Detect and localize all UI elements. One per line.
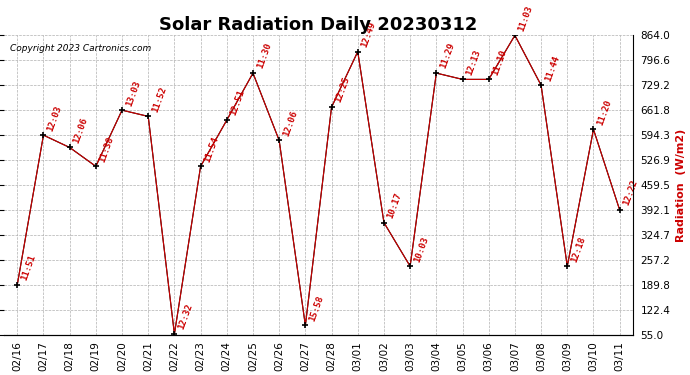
Text: 12:22: 12:22 xyxy=(622,178,640,207)
Text: 11:52: 11:52 xyxy=(150,85,168,113)
Text: 11:20: 11:20 xyxy=(595,98,613,126)
Text: 12:13: 12:13 xyxy=(464,48,482,76)
Title: Solar Radiation Daily 20230312: Solar Radiation Daily 20230312 xyxy=(159,16,477,34)
Text: 11:44: 11:44 xyxy=(543,54,561,82)
Text: 12:18: 12:18 xyxy=(569,235,587,263)
Y-axis label: Radiation  (W/m2): Radiation (W/m2) xyxy=(676,128,686,242)
Text: 11:51: 11:51 xyxy=(19,254,37,282)
Text: 12:32: 12:32 xyxy=(177,303,194,331)
Text: 12:06: 12:06 xyxy=(282,109,299,138)
Text: 11:03: 11:03 xyxy=(517,4,535,32)
Text: 12:06: 12:06 xyxy=(72,116,90,144)
Text: 13:03: 13:03 xyxy=(124,79,141,107)
Text: 12:51: 12:51 xyxy=(229,89,246,117)
Text: 12:25: 12:25 xyxy=(334,76,351,104)
Text: Copyright 2023 Cartronics.com: Copyright 2023 Cartronics.com xyxy=(10,44,152,53)
Text: 11:30: 11:30 xyxy=(255,42,273,70)
Text: 15:58: 15:58 xyxy=(308,294,325,322)
Text: 11:54: 11:54 xyxy=(203,135,220,164)
Text: 11:38: 11:38 xyxy=(98,135,116,164)
Text: 10:03: 10:03 xyxy=(412,235,430,263)
Text: 11:10: 11:10 xyxy=(491,48,509,76)
Text: 12:49: 12:49 xyxy=(360,20,377,49)
Text: 12:03: 12:03 xyxy=(46,104,63,132)
Text: 10:17: 10:17 xyxy=(386,191,404,220)
Text: 11:29: 11:29 xyxy=(438,42,456,70)
